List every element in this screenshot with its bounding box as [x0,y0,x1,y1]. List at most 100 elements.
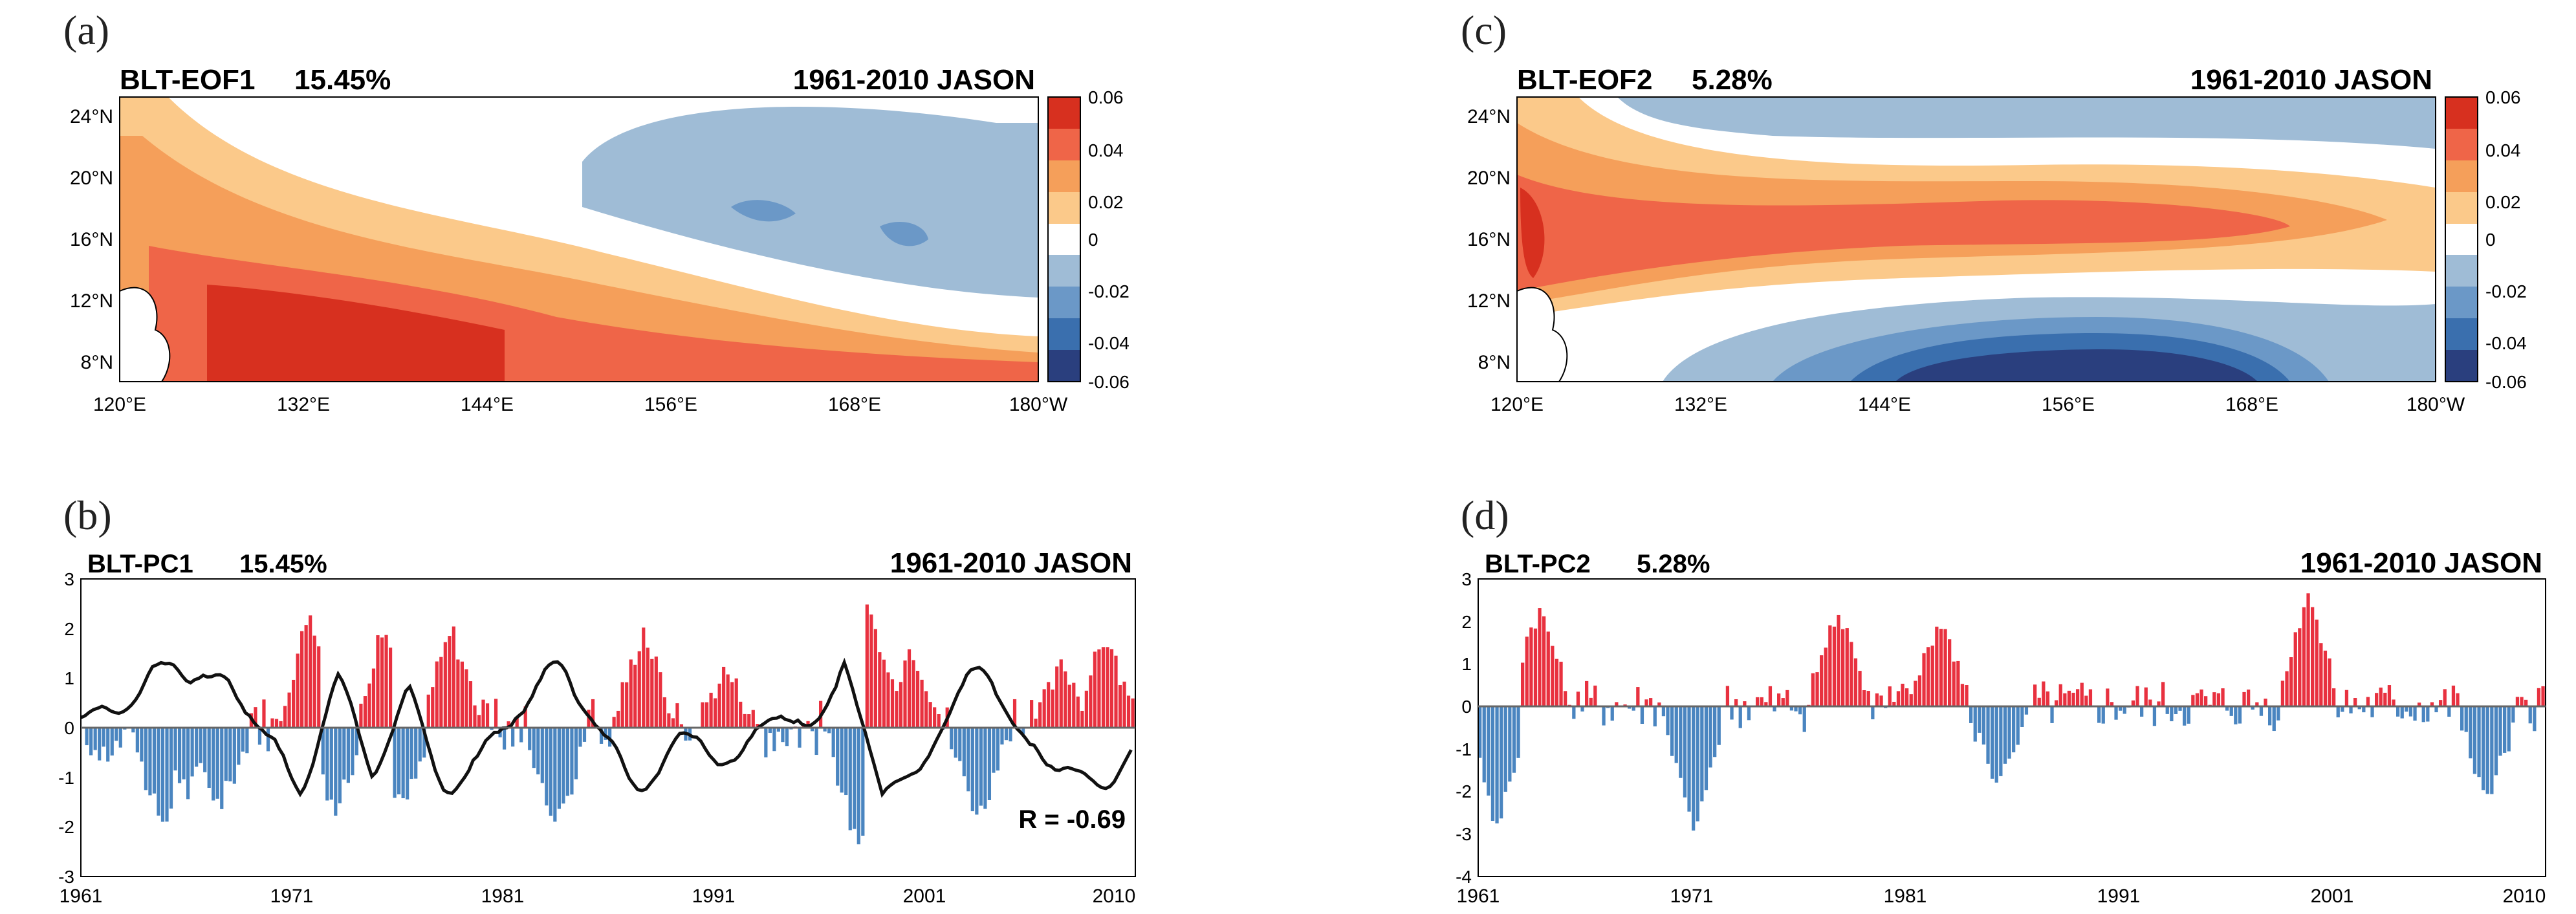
pc2-x-ticks: 1961 1971 1981 1991 2001 2010 [1457,886,2546,907]
panel-label-d: (d) [1461,492,1509,538]
pc-bar-126 [2016,706,2020,745]
pc-bar-108 [1939,629,1943,707]
pc-bar-79 [1815,672,1819,707]
eof1-colorbar: 0.06 0.04 0.02 0 -0.02 -0.04 -0.06 [1047,87,1130,392]
pc-bar-8 [1512,706,1516,773]
pc-bar-177 [827,728,831,734]
pc-bar-163 [2174,706,2178,715]
eof2-ytick-8n: 8°N [1478,352,1511,373]
pc-bar-132 [2042,681,2046,707]
pc-bar-210 [966,728,970,792]
pc-bar-184 [2264,699,2267,707]
pc-bar-93 [473,705,477,728]
pc-bar-140 [671,718,675,728]
pc-bar-26 [190,728,194,777]
eof2-cb-2 [2445,129,2478,160]
pc-bar-3 [1490,706,1495,822]
pc-bar-236 [2485,706,2489,794]
pc-bar-41 [254,707,257,728]
eof2-title: BLT-EOF2 [1517,64,1652,96]
eof2-ytick-24n: 24°N [1467,106,1511,127]
pc-bar-173 [810,728,814,732]
eof1-cb-tick-6: -0.04 [1088,333,1130,353]
pc-bar-15 [1542,616,1546,707]
pc-bar-97 [490,728,494,730]
pc-bar-168 [2195,693,2199,707]
pc-bar-67 [1764,702,1768,707]
pc-bar-73 [388,647,393,728]
eof2-y-ticks: 24°N 20°N 16°N 12°N 8°N [1467,106,1511,373]
pc-bar-118 [578,728,582,747]
pc-bar-202 [933,707,937,728]
pc1-x-ticks: 1961 1971 1981 1991 2001 2010 [60,886,1136,907]
pc-bar-3 [93,728,97,750]
pc-bar-146 [2101,706,2105,724]
pc-bar-80 [418,728,422,762]
pc1-xtick-1971: 1971 [270,886,314,907]
pc-bar-68 [1768,686,1773,707]
eof1-neg-weak [582,107,1038,298]
pc-bar-92 [1871,706,1875,719]
pc-bar-121 [1994,706,1998,783]
pc-bar-15 [144,728,148,790]
pc-bar-133 [642,627,646,728]
eof1-cb-5 [1048,224,1080,255]
pc-bar-90 [460,661,464,728]
pc1-ytick-2: 2 [64,619,74,639]
pc-bar-74 [1794,706,1798,712]
pc-bar-147 [701,702,704,728]
pc-bar-83 [431,687,435,728]
pc-bar-143 [2088,689,2093,707]
pc-bar-186 [865,604,869,728]
pc-bar-142 [679,724,684,728]
eof2-xtick-120e: 120°E [1490,394,1544,415]
pc-bar-137 [2063,693,2067,707]
pc-bar-0 [1478,706,1482,758]
pc-bar-170 [2204,696,2208,707]
pc-bar-133 [2046,691,2050,707]
pc-bar-41 [1653,706,1657,726]
pc-bar-109 [540,728,544,783]
pc-bar-131 [2037,697,2041,707]
pc-bar-6 [106,728,110,762]
pc-bar-149 [2114,706,2118,720]
eof2-neg-max [1895,349,2258,382]
eof1-cb-1 [1048,97,1080,129]
pc-bar-46 [274,719,279,728]
pc-bar-249 [1131,698,1135,728]
pc-bar-211 [2379,687,2383,707]
pc-bar-139 [2071,692,2075,707]
pc2-ytick-m4: -4 [1456,867,1472,887]
pc-bar-243 [2515,697,2520,707]
pc-bar-243 [1106,647,1109,728]
pc-bar-31 [1610,706,1614,721]
pc-bar-151 [2123,706,2126,714]
pc-bar-181 [844,728,848,796]
eof1-neg-mod-2 [880,221,928,246]
pc-bar-189 [2285,671,2289,707]
pc-bar-218 [2408,706,2413,717]
eof2-cb-9 [2445,350,2478,382]
pc-bar-127 [2020,706,2024,727]
eof1-cb-7 [1048,287,1080,318]
pc-bar-63 [346,728,350,783]
pc1-xtick-1961: 1961 [60,886,103,907]
pc-bar-182 [848,728,852,831]
pc-bar-220 [2418,702,2421,707]
pc-bar-70 [1777,693,1781,707]
pc-bar-45 [1670,706,1674,756]
pc-bar-18 [1555,658,1559,707]
pc-bar-13 [1533,628,1538,707]
pc-bar-42 [257,728,262,745]
pc-bar-198 [2323,650,2328,707]
pc-bar-173 [2216,693,2221,707]
pc-bar-174 [814,728,818,756]
eof2-xtick-132e: 132°E [1674,394,1727,415]
pc-bar-12 [131,728,135,733]
pc-bar-89 [456,659,460,728]
pc-bar-68 [367,683,371,728]
pc-bar-102 [511,728,515,747]
pc-bar-70 [376,635,380,728]
eof2-map-panel: BLT-EOF2 5.28% 1961-2010 JASON 24°N 20°N… [1467,64,2527,415]
pc-bar-78 [409,728,413,779]
